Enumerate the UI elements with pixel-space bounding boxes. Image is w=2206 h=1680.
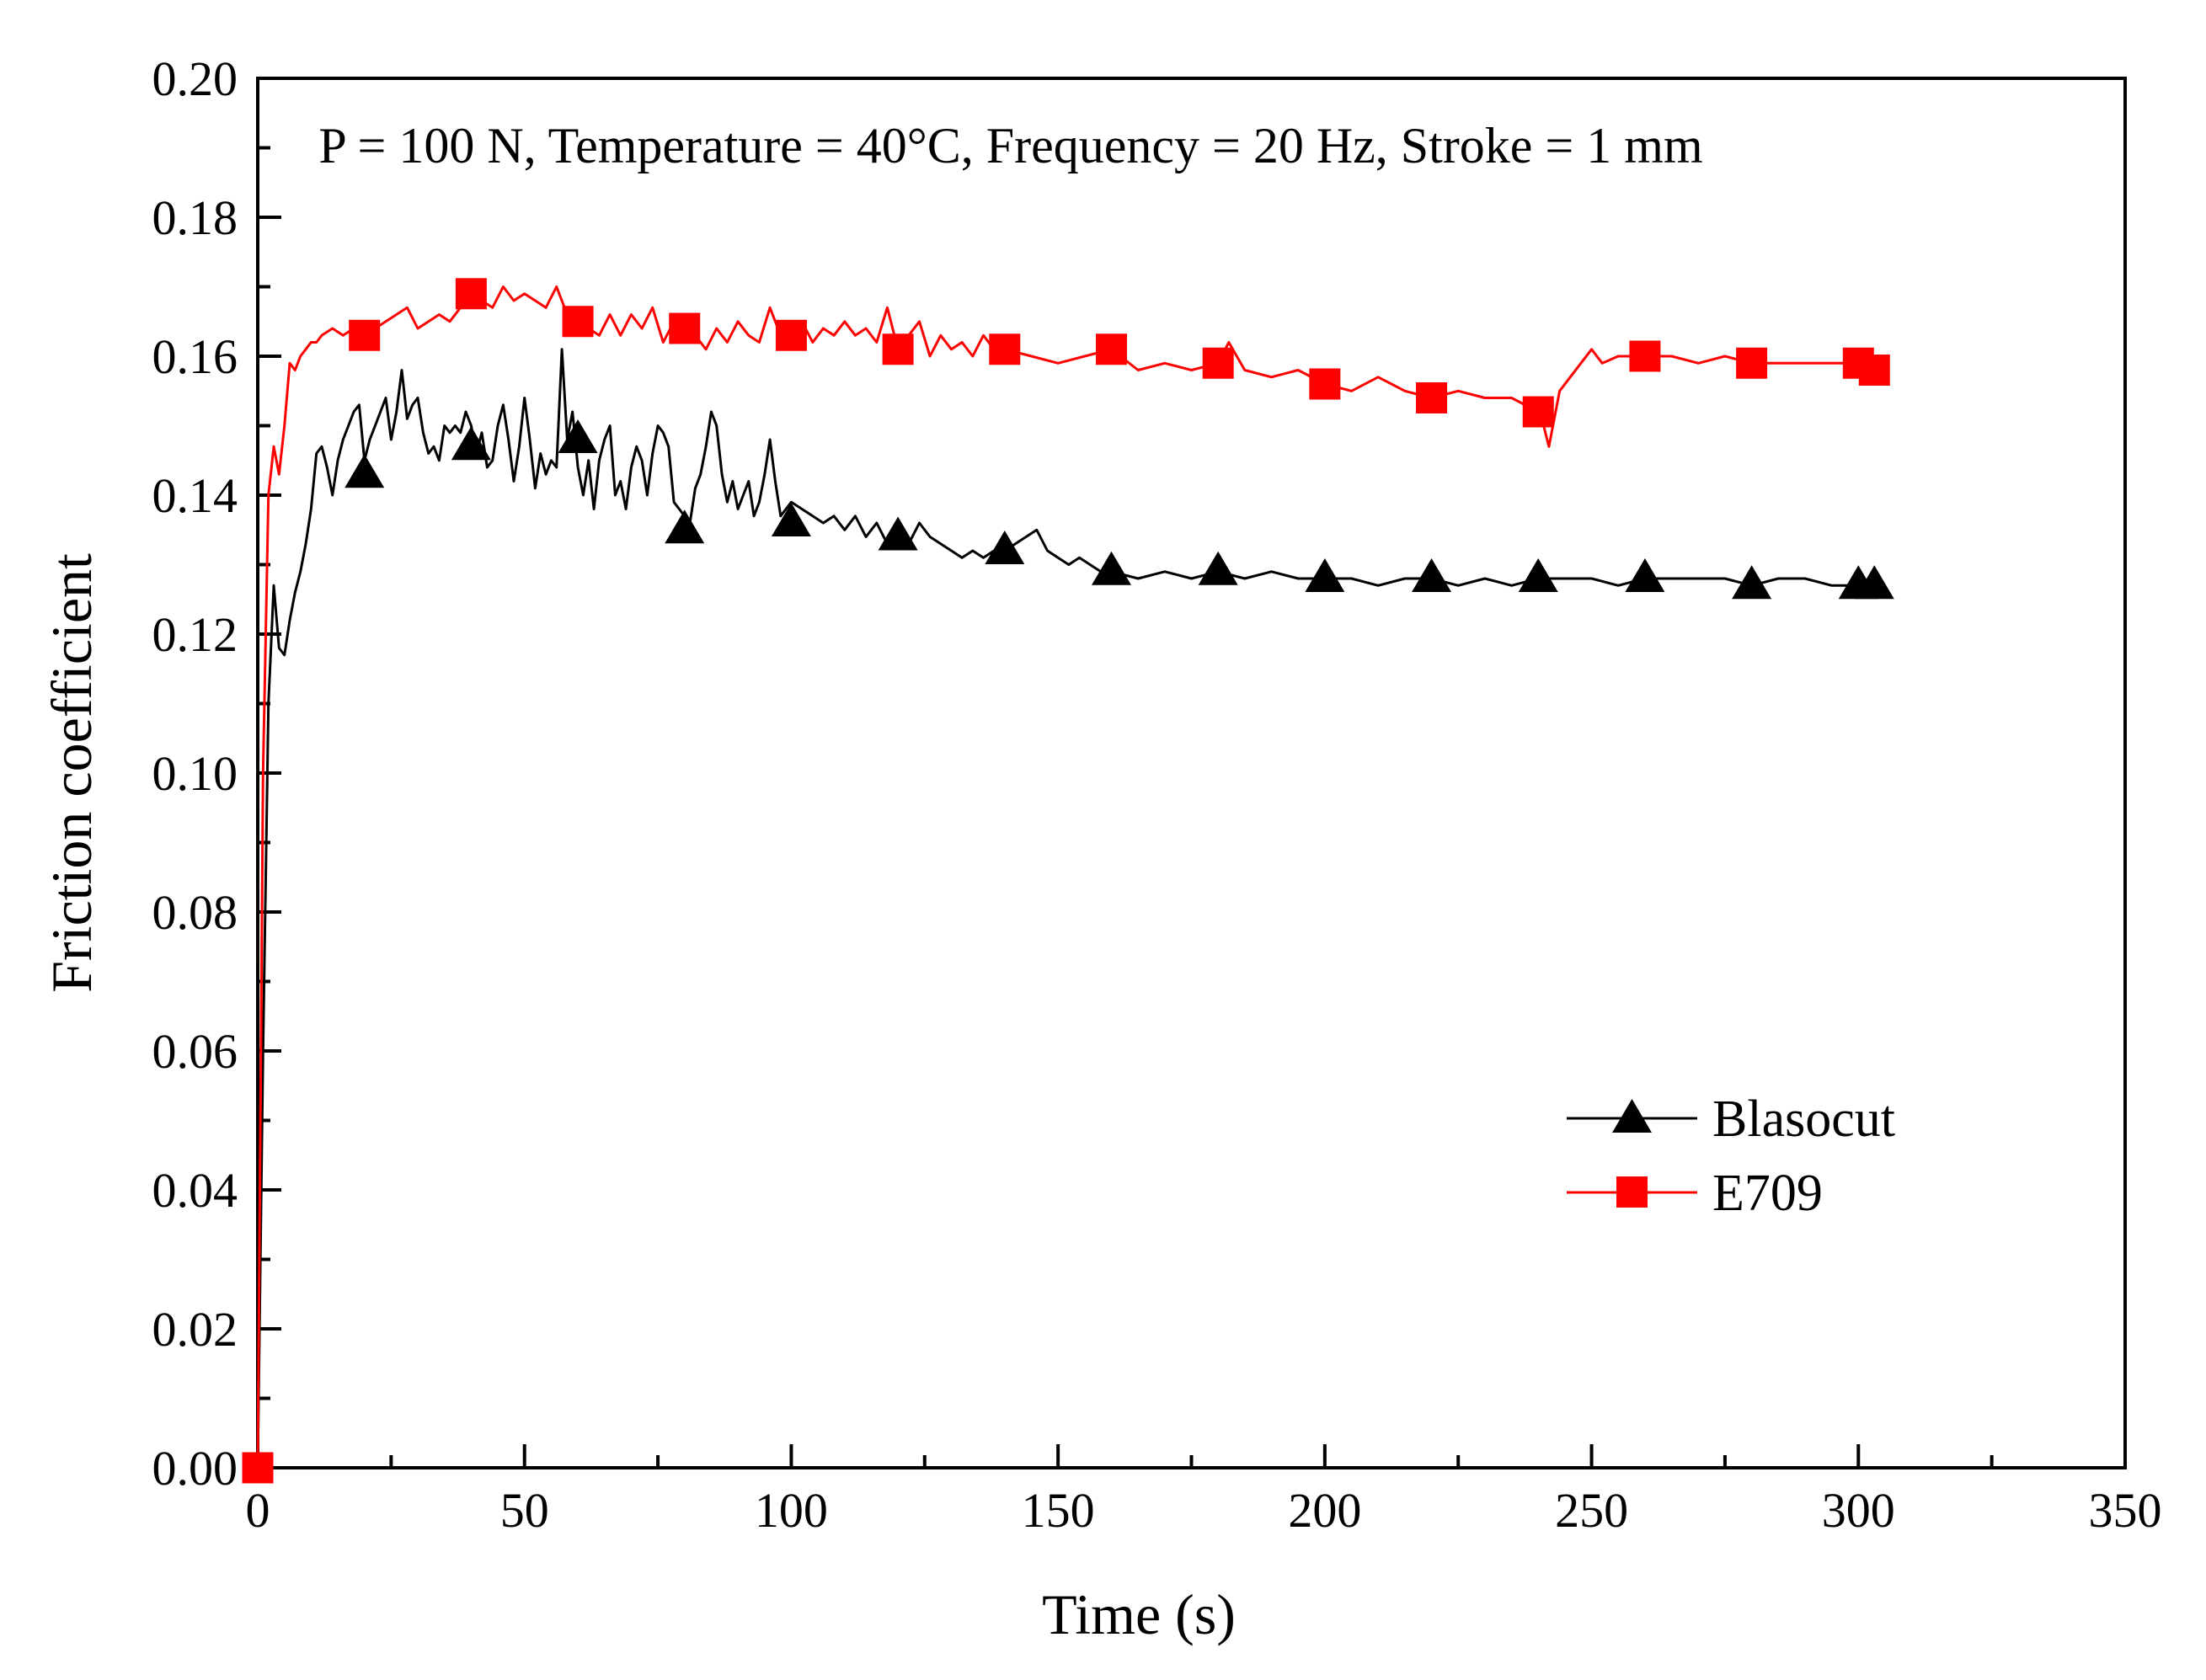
y-tick-label: 0.06 (152, 1024, 238, 1079)
x-tick-label: 100 (755, 1483, 828, 1538)
series-lines (256, 285, 1875, 1469)
series-line-e709 (256, 285, 1875, 1469)
data-point-e709 (1309, 368, 1341, 400)
x-tick-label: 50 (500, 1483, 549, 1538)
legend-label-blasocut: Blasocut (1712, 1091, 1895, 1148)
data-point-blasocut (1518, 558, 1558, 592)
x-tick-label: 200 (1288, 1483, 1361, 1538)
data-point-e709 (1629, 340, 1661, 372)
legend: Blasocut E709 (1567, 1091, 1895, 1222)
y-tick-label: 0.16 (152, 329, 238, 384)
legend-marker-blasocut (1612, 1099, 1652, 1133)
axis-ticks: 0 50 100 150 200 250 300 350 0.00 0.02 0.04 0.06 0.0… (152, 51, 2162, 1538)
x-tick-label: 350 (2089, 1483, 2162, 1538)
y-tick-label: 0.20 (152, 51, 238, 106)
data-point-blasocut (451, 426, 491, 461)
data-point-e709 (1202, 347, 1234, 379)
y-tick-label: 0.10 (152, 746, 238, 801)
series-markers (242, 278, 1894, 1484)
data-point-blasocut (665, 509, 705, 544)
data-point-blasocut (985, 531, 1025, 564)
y-tick-label: 0.18 (152, 190, 238, 245)
y-tick-label: 0.04 (152, 1163, 238, 1218)
y-tick-label: 0.08 (152, 885, 238, 940)
data-point-e709 (1416, 382, 1448, 413)
data-point-blasocut (1091, 551, 1131, 585)
data-point-e709 (1522, 396, 1554, 428)
data-point-e709 (669, 312, 701, 344)
y-tick-label: 0.00 (152, 1441, 238, 1496)
data-point-e709 (1095, 333, 1127, 365)
data-point-blasocut (771, 503, 811, 536)
data-point-e709 (455, 278, 487, 310)
legend-label-e709: E709 (1712, 1165, 1823, 1222)
data-point-blasocut (1305, 558, 1345, 592)
data-point-blasocut (1854, 565, 1894, 600)
x-tick-label: 150 (1022, 1483, 1095, 1538)
y-axis-title: Friction coefficient (40, 553, 104, 993)
data-point-blasocut (1412, 558, 1452, 592)
x-tick-label: 250 (1555, 1483, 1628, 1538)
data-point-blasocut (558, 419, 598, 453)
data-point-blasocut (878, 516, 918, 551)
data-point-e709 (562, 306, 594, 338)
data-point-e709 (1736, 347, 1768, 379)
y-tick-label: 0.14 (152, 468, 238, 523)
series-line-blasocut (256, 348, 1875, 1469)
chart-annotation: P = 100 N, Temperature = 40°C, Frequency… (318, 118, 1702, 173)
y-tick-label: 0.12 (152, 607, 238, 662)
data-point-blasocut (1732, 565, 1772, 600)
data-point-e709 (242, 1452, 274, 1484)
y-tick-label: 0.02 (152, 1302, 238, 1357)
data-point-e709 (989, 333, 1021, 365)
plot-area-frame (256, 77, 2127, 1469)
data-point-blasocut (345, 454, 385, 488)
data-point-e709 (1858, 355, 1890, 386)
data-point-blasocut (1625, 558, 1665, 592)
x-axis-title: Time (s) (1042, 1582, 1236, 1646)
x-tick-label: 300 (1822, 1483, 1895, 1538)
legend-marker-e709 (1616, 1176, 1648, 1208)
x-tick-label: 0 (246, 1483, 270, 1538)
data-point-e709 (349, 319, 381, 351)
data-point-blasocut (1198, 551, 1238, 585)
data-point-e709 (882, 333, 914, 365)
data-point-e709 (775, 319, 807, 351)
